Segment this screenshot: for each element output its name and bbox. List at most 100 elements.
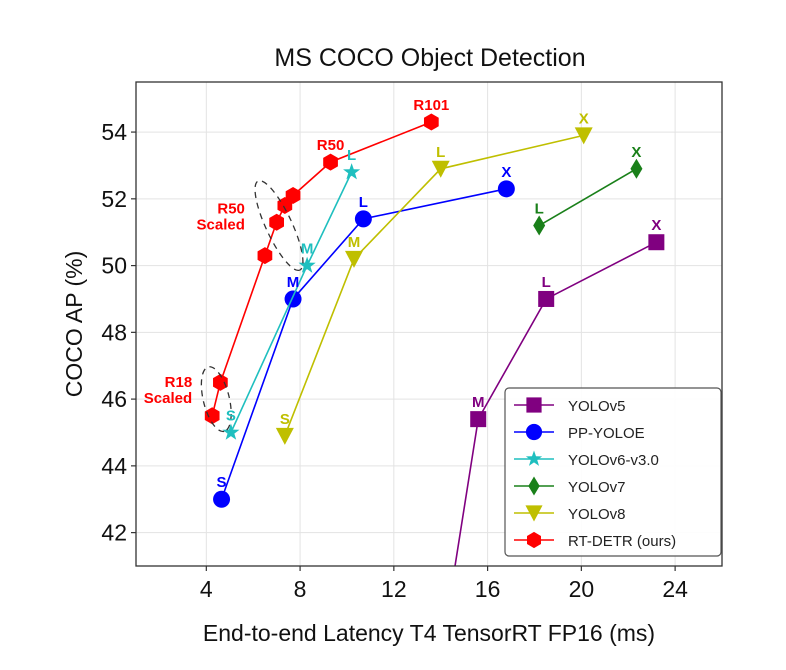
grid: [136, 82, 722, 566]
x-tick-label: 16: [475, 576, 501, 602]
series-yolov6-v3-0: [222, 163, 361, 440]
data-point: [533, 215, 546, 236]
data-point: [213, 373, 228, 391]
data-point: [574, 127, 593, 145]
y-tick-label: 52: [101, 186, 127, 212]
x-tick-label: 4: [200, 576, 213, 602]
legend-label: YOLOv7: [568, 479, 626, 496]
data-point: [285, 186, 301, 204]
data-point: [343, 163, 361, 180]
legend-item: YOLOv6-v3.0: [514, 450, 659, 469]
data-point: [284, 290, 302, 308]
legend-label: YOLOv8: [568, 506, 626, 523]
point-label: M: [348, 234, 361, 251]
y-tick-label: 42: [101, 520, 127, 546]
data-point: [648, 234, 665, 251]
legend-label: PP-YOLOE: [568, 425, 645, 442]
point-labels: M L X S M L X S M L L X S M L X R50 R101: [217, 97, 662, 491]
x-axis-label: End-to-end Latency T4 TensorRT FP16 (ms): [203, 620, 655, 646]
point-label: S: [280, 411, 290, 428]
point-label: M: [301, 241, 314, 258]
annotation-ellipse: [200, 366, 232, 433]
point-label: X: [501, 164, 511, 181]
series-line: [538, 168, 637, 227]
legend-marker: [528, 476, 540, 496]
y-tick-label: 54: [101, 119, 127, 145]
legend-label: YOLOv6-v3.0: [568, 452, 659, 469]
annotation-ellipse: [254, 180, 304, 272]
annotation-label: R18: [165, 374, 193, 391]
plot-frame: [135, 81, 723, 567]
legend-label: RT-DETR (ours): [568, 533, 676, 550]
data-point: [630, 158, 643, 179]
point-label: L: [436, 144, 445, 161]
series-line: [211, 121, 432, 416]
point-label: M: [472, 394, 485, 411]
point-label: X: [579, 110, 589, 127]
data-point: [431, 160, 450, 178]
data-point: [538, 290, 555, 307]
x-tick-label: 20: [569, 576, 595, 602]
legend-item: PP-YOLOE: [514, 423, 645, 442]
data-point: [275, 427, 294, 445]
legend-marker: [525, 450, 543, 466]
data-point: [344, 250, 363, 268]
legend-label: YOLOv5: [568, 398, 626, 415]
data-point: [222, 423, 240, 440]
y-tick-label: 48: [101, 319, 127, 345]
legend-item: YOLOv5: [514, 397, 626, 415]
chart-title: MS COCO Object Detection: [274, 44, 585, 72]
series-line: [454, 241, 657, 566]
data-point: [497, 180, 515, 198]
legend-marker: [525, 505, 543, 522]
point-label: L: [347, 147, 356, 164]
y-tick-label: 50: [101, 253, 127, 279]
series-line: [220, 188, 507, 500]
point-label: X: [631, 144, 641, 161]
series-pp-yoloe: [213, 180, 515, 508]
data-point: [470, 411, 487, 428]
x-tick-label: 12: [381, 576, 407, 602]
series-yolov7: [533, 158, 643, 236]
data-point: [323, 153, 338, 171]
point-label: S: [217, 474, 227, 491]
annotation-label: R50: [217, 201, 245, 218]
data-point: [269, 213, 285, 231]
series-layer: [204, 113, 665, 566]
data-point: [423, 113, 439, 131]
data-point: [257, 247, 273, 265]
data-point: [354, 210, 372, 228]
annotation-label: Scaled: [197, 217, 245, 234]
legend: YOLOv5 PP-YOLOE YOLOv6-v3.0 YOLOv7 YOLOv8 RT-…: [504, 387, 722, 557]
legend-item: RT-DETR (ours): [514, 531, 676, 550]
series-yolov5: [454, 234, 665, 566]
x-tick-label: 24: [662, 576, 688, 602]
legend-marker: [527, 531, 541, 549]
legend-item: YOLOv7: [514, 476, 626, 496]
point-label: S: [226, 407, 236, 424]
series-yolov8: [275, 127, 593, 445]
y-tick-label: 46: [101, 386, 127, 412]
series-rt-detr-ours-: [204, 113, 439, 425]
point-label: L: [542, 274, 551, 291]
data-point: [204, 407, 220, 425]
point-label: R101: [413, 97, 449, 114]
point-label: R50: [317, 137, 345, 154]
legend-marker: [526, 397, 542, 413]
legend-marker: [525, 423, 543, 441]
x-tick-label: 8: [294, 576, 307, 602]
legend-item: YOLOv8: [514, 505, 626, 523]
point-label: M: [287, 274, 300, 291]
point-label: L: [359, 194, 368, 211]
legend-box: [504, 387, 722, 557]
annotation-label: Scaled: [144, 390, 192, 407]
y-tick-label: 44: [101, 453, 127, 479]
y-axis-label: COCO AP (%): [61, 251, 87, 398]
series-line: [284, 134, 584, 437]
data-point: [298, 256, 316, 273]
data-point: [213, 490, 231, 508]
point-label: X: [651, 217, 661, 234]
